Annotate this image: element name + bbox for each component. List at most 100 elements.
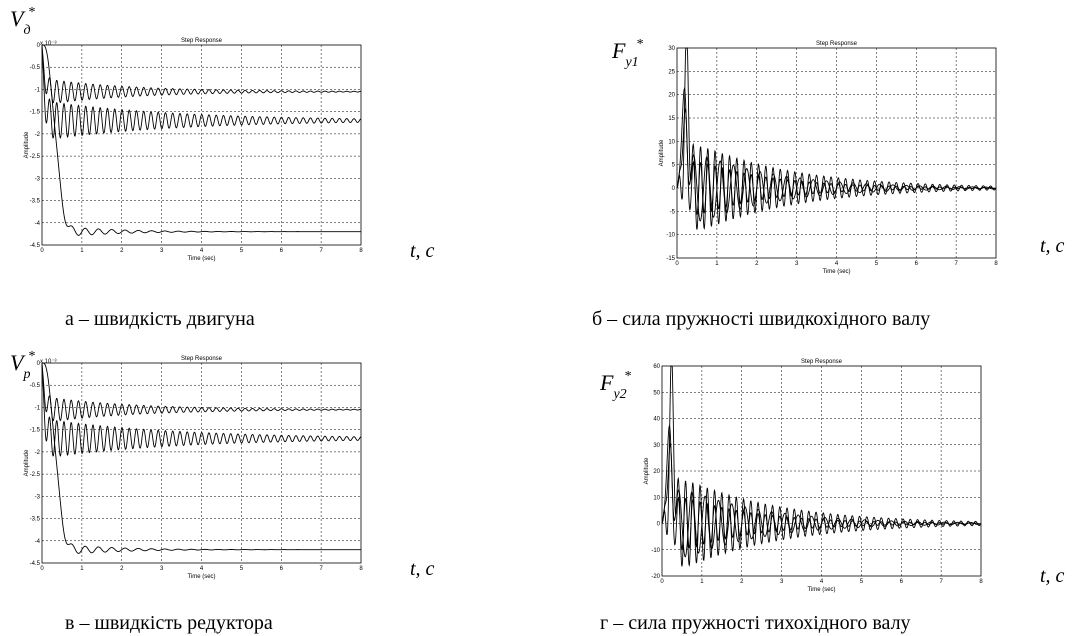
x-tick-label: 7 bbox=[939, 579, 943, 585]
y-tick-label: 25 bbox=[668, 69, 675, 75]
y-tick-label: -2.5 bbox=[30, 472, 41, 478]
x-tick-label: 4 bbox=[200, 248, 204, 254]
y-tick-label: -0.5 bbox=[30, 383, 41, 389]
chart-b: Step Response 0 1 2 3 4 5 6 7 8 30 25 20 15 10 5 0 -5 -10 -… bbox=[659, 41, 998, 275]
chart-g: Step Response 0 1 2 3 4 5 6 7 8 60 50 40 30 20 10 0 -10 -2… bbox=[644, 359, 983, 593]
x-tick-label: 6 bbox=[280, 566, 284, 572]
x-tick-label: 2 bbox=[740, 579, 744, 585]
x-tick-label: 8 bbox=[359, 566, 363, 572]
x-axis-label: Time (sec) bbox=[822, 269, 850, 275]
y-axis-label: Amplitude bbox=[24, 449, 30, 476]
y-tick-label: -4.5 bbox=[30, 243, 41, 249]
series-line-3 bbox=[676, 107, 997, 216]
caption-a: а – швидкість двигуна bbox=[65, 308, 255, 330]
x-tick-label: 0 bbox=[660, 579, 664, 585]
x-tick-label: 4 bbox=[200, 566, 204, 572]
x-tick-label: 7 bbox=[319, 248, 323, 254]
y-axis-label: Amplitude bbox=[659, 139, 665, 166]
y-tick-label: -3 bbox=[35, 176, 41, 182]
y-tick-label: -2 bbox=[35, 450, 41, 456]
x-tick-label: 0 bbox=[675, 261, 679, 267]
time-label: t, c bbox=[410, 240, 435, 262]
y-tick-label: 10 bbox=[653, 495, 660, 501]
y-tick-label: -0.5 bbox=[30, 65, 41, 71]
chart-a: Step Response 0 1 2 3 4 5 6 7 8 0 -0.5 -1 -1.5 -2 -2.5 -… bbox=[24, 38, 363, 262]
x-tick-label: 4 bbox=[835, 261, 839, 267]
chart-title: Step Response bbox=[801, 359, 843, 365]
multiplier-label: x 10⁻³ bbox=[40, 41, 57, 47]
y-tick-label: 30 bbox=[653, 443, 660, 449]
y-axis-label: Amplitude bbox=[644, 457, 650, 484]
y-tick-label: -3 bbox=[35, 494, 41, 500]
y-tick-label: -1.5 bbox=[30, 428, 41, 434]
x-axis-label: Time (sec) bbox=[807, 587, 835, 593]
x-tick-label: 3 bbox=[795, 261, 799, 267]
y-tick-label: 50 bbox=[653, 390, 660, 396]
y-tick-label: -20 bbox=[651, 574, 660, 580]
y-tick-label: -3.5 bbox=[30, 199, 41, 205]
x-tick-label: 8 bbox=[979, 579, 983, 585]
series-line-2 bbox=[41, 362, 362, 457]
x-tick-label: 6 bbox=[280, 248, 284, 254]
y-tick-label: -1 bbox=[35, 87, 41, 93]
chart-v: Step Response 0 1 2 3 4 5 6 7 8 0 -0.5 -1 -1.5 -2 -2.5 -… bbox=[24, 356, 363, 580]
series-line-1 bbox=[41, 44, 362, 104]
y-tick-label: -3.5 bbox=[30, 517, 41, 523]
y-tick-label: -10 bbox=[651, 548, 660, 554]
x-tick-label: 2 bbox=[120, 248, 124, 254]
y-tick-label: -10 bbox=[666, 233, 675, 239]
x-tick-label: 7 bbox=[319, 566, 323, 572]
caption-v: в – швидкість редуктора bbox=[65, 612, 273, 634]
symbol-v-d: Vд* bbox=[10, 5, 36, 38]
x-tick-label: 0 bbox=[40, 248, 44, 254]
x-tick-label: 3 bbox=[780, 579, 784, 585]
y-tick-label: 30 bbox=[668, 46, 675, 52]
y-tick-label: 0 bbox=[672, 186, 676, 192]
y-tick-label: 20 bbox=[653, 469, 660, 475]
x-tick-label: 6 bbox=[900, 579, 904, 585]
x-tick-label: 3 bbox=[160, 248, 164, 254]
x-tick-label: 5 bbox=[240, 566, 244, 572]
x-tick-label: 7 bbox=[954, 261, 958, 267]
symbol-v-p: Vp* bbox=[10, 349, 36, 382]
x-tick-label: 6 bbox=[915, 261, 919, 267]
y-tick-label: 5 bbox=[672, 163, 676, 169]
time-label: t, c bbox=[410, 558, 435, 580]
y-tick-label: 0 bbox=[657, 522, 661, 528]
chart-title: Step Response bbox=[181, 356, 223, 362]
caption-g: г – сила пружності тихохідного валу bbox=[600, 612, 911, 634]
x-tick-label: 5 bbox=[240, 248, 244, 254]
symbol-f-y2: Fy2* bbox=[600, 369, 632, 402]
x-tick-label: 0 bbox=[40, 566, 44, 572]
y-tick-label: 0 bbox=[37, 361, 41, 367]
x-tick-label: 8 bbox=[994, 261, 998, 267]
y-tick-label: -4 bbox=[35, 221, 41, 227]
y-tick-label: -2 bbox=[35, 132, 41, 138]
x-tick-label: 2 bbox=[755, 261, 759, 267]
x-tick-label: 1 bbox=[715, 261, 719, 267]
y-tick-label: -4.5 bbox=[30, 561, 41, 567]
x-tick-label: 3 bbox=[160, 566, 164, 572]
x-tick-label: 8 bbox=[359, 248, 363, 254]
x-tick-label: 4 bbox=[820, 579, 824, 585]
x-tick-label: 5 bbox=[860, 579, 864, 585]
y-tick-label: 40 bbox=[653, 417, 660, 423]
caption-b: б – сила пружності швидкохідного валу bbox=[592, 308, 931, 330]
x-tick-label: 5 bbox=[875, 261, 879, 267]
y-axis-label: Amplitude bbox=[24, 131, 30, 158]
y-tick-label: 15 bbox=[668, 116, 675, 122]
series-line-1 bbox=[41, 362, 362, 422]
y-tick-label: -4 bbox=[35, 539, 41, 545]
symbol-f-y1: Fy1* bbox=[612, 37, 644, 70]
y-tick-label: 0 bbox=[37, 43, 41, 49]
x-tick-label: 1 bbox=[80, 248, 84, 254]
series-line-2 bbox=[41, 44, 362, 139]
y-tick-label: -1 bbox=[35, 405, 41, 411]
x-tick-label: 1 bbox=[700, 579, 704, 585]
x-tick-label: 1 bbox=[80, 566, 84, 572]
series-line-3 bbox=[661, 442, 982, 551]
y-tick-label: -15 bbox=[666, 256, 675, 262]
chart-title: Step Response bbox=[181, 38, 223, 44]
y-tick-label: -1.5 bbox=[30, 110, 41, 116]
x-axis-label: Time (sec) bbox=[187, 256, 215, 262]
